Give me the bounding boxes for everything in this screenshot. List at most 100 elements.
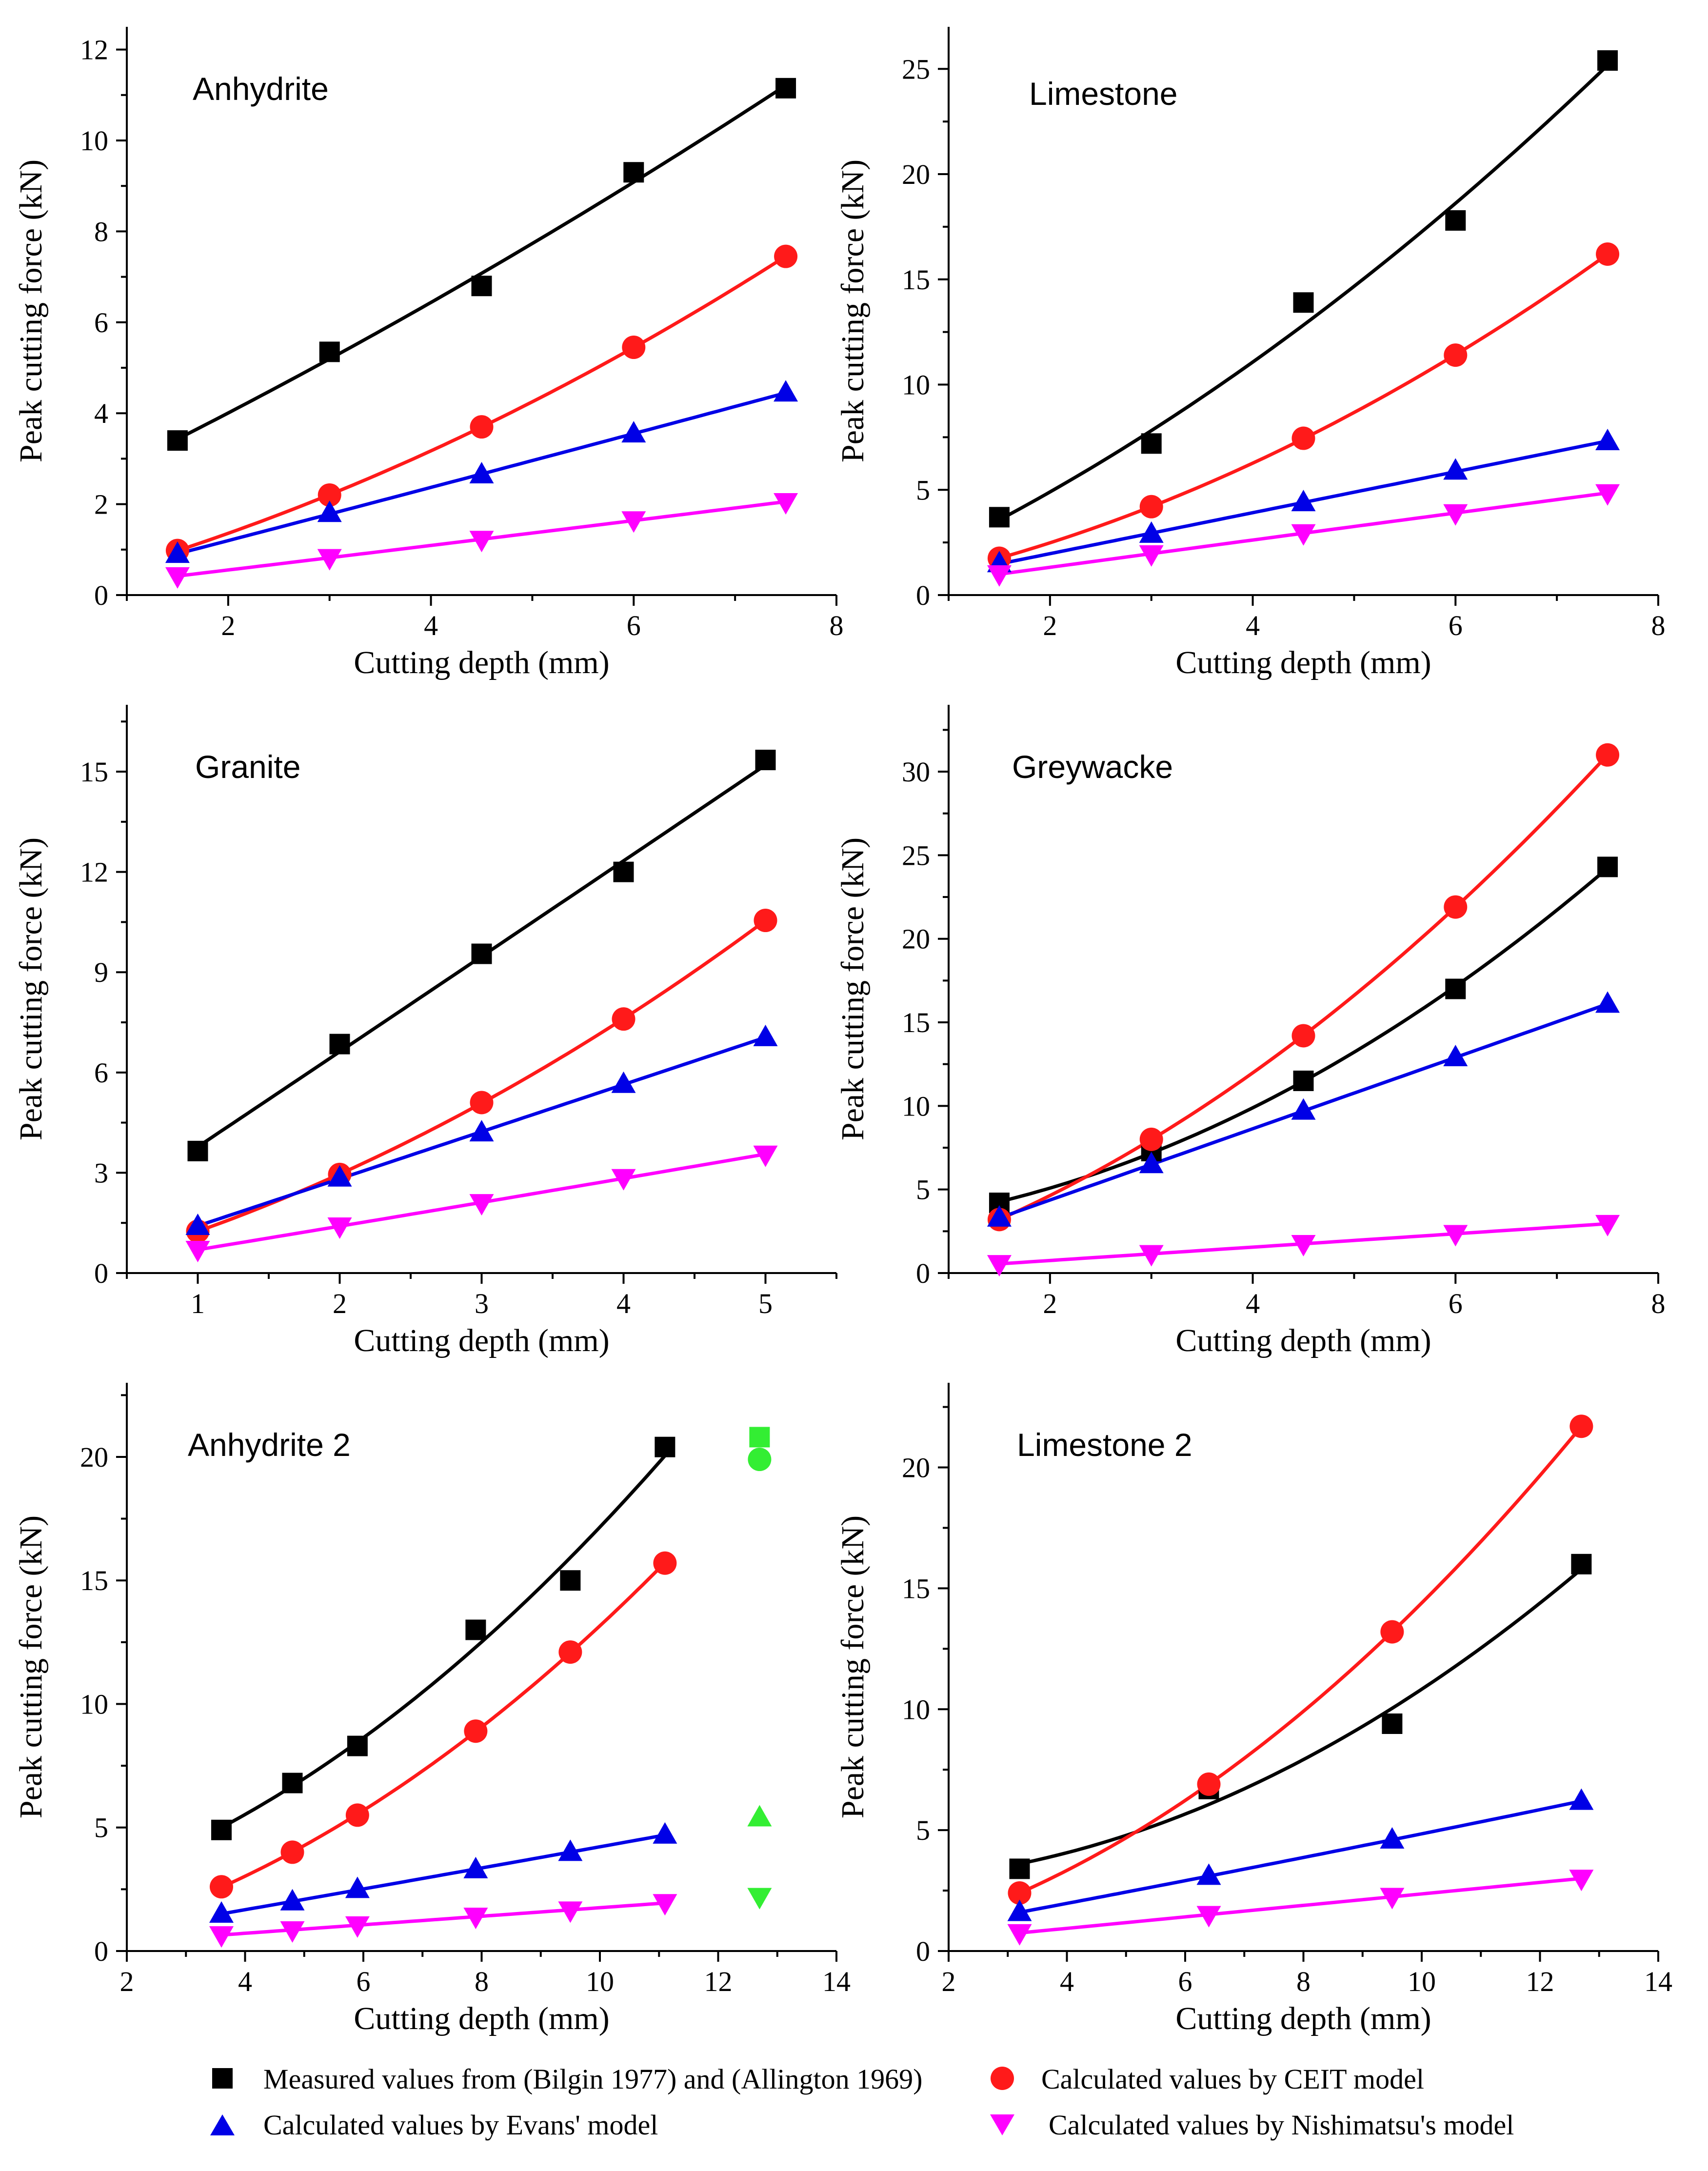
y-axis-title: Peak cutting force (kN): [835, 837, 871, 1140]
data-point-ceit: [1596, 743, 1620, 767]
data-point-nishimatsu: [1595, 484, 1620, 506]
data-point-evans: [185, 1214, 210, 1235]
data-point-evans: [1007, 1899, 1032, 1921]
data-point-ceit: [1291, 1024, 1315, 1048]
x-tick-label: 6: [1178, 1966, 1192, 1997]
data-point-evans: [345, 1876, 370, 1898]
data-point-measured: [989, 507, 1010, 528]
data-point-measured: [1293, 1070, 1314, 1091]
data-point-ceit: [558, 1640, 582, 1664]
data-point-nishimatsu: [653, 1894, 677, 1916]
y-tick-label: 15: [902, 1007, 930, 1038]
data-point-ceit: [653, 1551, 677, 1575]
data-point-evans: [774, 380, 798, 402]
data-point-nishimatsu: [165, 567, 190, 589]
data-point-evans: [1443, 1044, 1468, 1066]
data-point-measured: [465, 1619, 486, 1640]
data-point-nishimatsu: [1196, 1906, 1221, 1928]
y-tick-label: 0: [916, 1257, 930, 1289]
y-axis-title: Peak cutting force (kN): [13, 837, 49, 1140]
legend-item-nishimatsu: Calculated values by Nishimatsu's model: [990, 2109, 1514, 2141]
x-axis-title: Cutting depth (mm): [354, 1323, 609, 1358]
legend-label-nishimatsu: Calculated values by Nishimatsu's model: [1049, 2109, 1514, 2141]
data-point-nishimatsu: [345, 1916, 370, 1938]
x-tick-label: 3: [475, 1288, 489, 1319]
y-tick-label: 20: [902, 923, 930, 955]
legend-item-ceit: Calculated values by CEIT model: [991, 2063, 1424, 2095]
extra-point-square: [749, 1427, 770, 1448]
data-point-measured: [1382, 1713, 1403, 1734]
data-point-ceit: [470, 1091, 494, 1115]
data-point-ceit: [318, 483, 341, 507]
data-point-nishimatsu: [987, 1255, 1012, 1277]
x-axis-title: Cutting depth (mm): [354, 2001, 609, 2036]
y-tick-label: 15: [902, 1573, 930, 1604]
data-point-nishimatsu: [611, 1169, 636, 1191]
data-point-evans: [1595, 429, 1620, 451]
data-point-nishimatsu: [1380, 1888, 1405, 1910]
y-tick-label: 20: [902, 1452, 930, 1484]
data-point-nishimatsu: [1291, 1235, 1316, 1257]
y-axis-title: Peak cutting force (kN): [13, 1515, 49, 1818]
y-tick-label: 12: [80, 34, 108, 66]
data-point-nishimatsu: [209, 1926, 234, 1948]
data-point-nishimatsu: [469, 531, 494, 553]
data-point-measured: [560, 1570, 581, 1591]
data-point-nishimatsu: [753, 1145, 778, 1167]
data-point-evans: [165, 541, 190, 563]
panel-title: Granite: [195, 749, 300, 785]
data-point-nishimatsu: [327, 1217, 352, 1239]
x-tick-label: 12: [1526, 1966, 1554, 1997]
legend-label-ceit: Calculated values by CEIT model: [1041, 2063, 1424, 2095]
data-point-ceit: [1380, 1620, 1404, 1644]
data-point-evans: [1139, 1152, 1164, 1174]
legend: Measured values from (Bilgin 1977) and (…: [210, 2063, 1514, 2141]
y-tick-label: 15: [80, 1565, 108, 1596]
chart-panel: 2 4 6 8 10 12 14 0 5 10 15 20 Cutting depth (mm) Peak…: [835, 1383, 1672, 2036]
x-tick-label: 6: [1449, 1288, 1463, 1319]
data-point-ceit: [1139, 1127, 1163, 1151]
data-point-nishimatsu: [280, 1921, 305, 1943]
data-point-nishimatsu: [1443, 504, 1468, 526]
data-point-evans: [469, 462, 494, 484]
y-tick-label: 0: [94, 1935, 108, 1967]
x-tick-label: 5: [758, 1288, 773, 1319]
fit-curve-measured: [1019, 1568, 1583, 1866]
data-point-evans: [280, 1889, 305, 1911]
x-tick-label: 6: [627, 610, 641, 641]
legend-marker-triangle-down: [990, 2114, 1014, 2135]
data-point-nishimatsu: [1595, 1215, 1620, 1236]
y-tick-label: 10: [902, 1693, 930, 1725]
y-tick-label: 0: [916, 579, 930, 611]
y-tick-label: 5: [916, 1174, 930, 1206]
fit-curve-ceit: [177, 255, 787, 553]
data-point-nishimatsu: [463, 1908, 488, 1930]
data-point-measured: [655, 1436, 675, 1457]
x-tick-label: 14: [822, 1966, 851, 1997]
y-tick-label: 6: [94, 1057, 108, 1089]
data-point-evans: [1569, 1788, 1594, 1810]
y-axis-title: Peak cutting force (kN): [835, 1515, 871, 1818]
data-point-nishimatsu: [1569, 1870, 1594, 1892]
fit-curve-ceit: [220, 1561, 666, 1889]
legend-item-measured: Measured values from (Bilgin 1977) and (…: [212, 2063, 922, 2095]
data-point-ceit: [1569, 1414, 1593, 1438]
data-point-ceit: [612, 1007, 636, 1031]
data-point-measured: [319, 341, 340, 362]
data-point-evans: [317, 500, 342, 522]
data-point-measured: [775, 78, 796, 99]
data-point-ceit: [774, 244, 798, 268]
data-point-measured: [623, 162, 644, 183]
y-tick-label: 10: [80, 1688, 108, 1720]
y-tick-label: 12: [80, 856, 108, 888]
data-point-measured: [1293, 292, 1314, 313]
fit-curve-nishimatsu: [1019, 1876, 1582, 1935]
x-tick-label: 2: [333, 1288, 347, 1319]
data-point-measured: [1571, 1554, 1592, 1574]
chart-panel: 2 4 6 8 10 12 14 0 5 10 15 20 Cutting depth (mm) Peak…: [13, 1383, 851, 2036]
data-point-evans: [621, 421, 646, 443]
chart-panel: 2 4 6 8 0 5 10 15 20 25 Cutting depth (mm) Peak cut…: [835, 27, 1666, 680]
extra-point-circle: [748, 1448, 772, 1472]
data-point-ceit: [470, 415, 494, 439]
x-tick-label: 6: [1449, 610, 1463, 641]
